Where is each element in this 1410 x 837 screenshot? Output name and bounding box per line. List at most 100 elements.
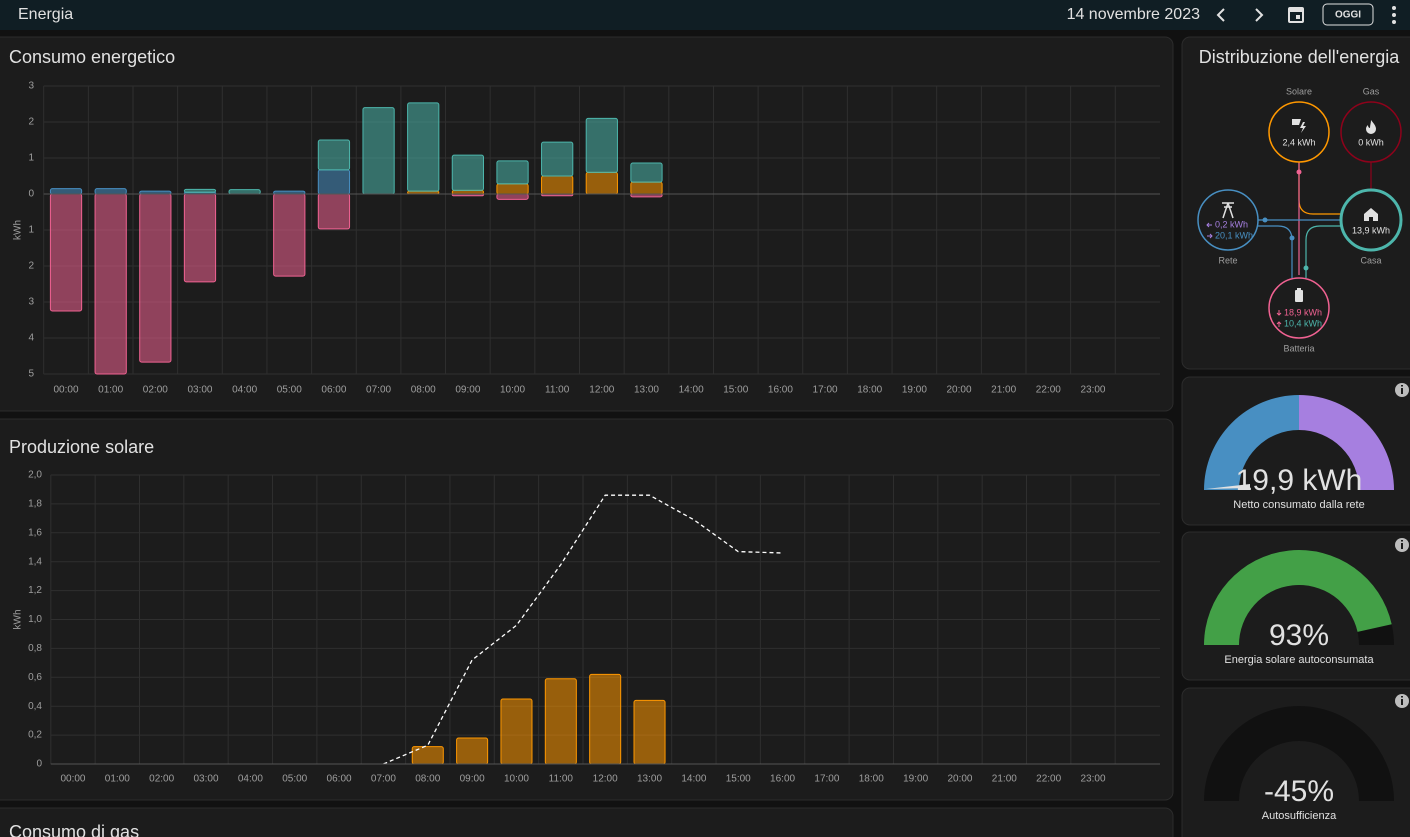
x-tick-label: 22:00	[1036, 385, 1061, 396]
x-tick-label: 12:00	[589, 385, 614, 396]
y-tick-label: 0,4	[28, 701, 42, 712]
node-name: Casa	[1360, 255, 1381, 265]
x-tick-label: 06:00	[327, 774, 352, 785]
x-tick-label: 17:00	[813, 385, 838, 396]
x-tick-label: 20:00	[947, 774, 972, 785]
node-value: 0 kWh	[1358, 137, 1384, 147]
bar	[541, 175, 574, 195]
x-tick-label: 13:00	[634, 385, 659, 396]
y-tick-label: 2,0	[28, 470, 42, 481]
node-value: 10,4 kWh	[1284, 318, 1322, 328]
bar	[496, 193, 529, 200]
y-tick-label: 1	[28, 153, 34, 164]
x-tick-label: 23:00	[1080, 385, 1105, 396]
node-name: Solare	[1286, 86, 1312, 96]
bar	[500, 698, 533, 765]
x-tick-label: 05:00	[277, 385, 302, 396]
y-tick-label: 0	[36, 759, 42, 770]
x-tick-label: 16:00	[768, 385, 793, 396]
bar	[451, 154, 485, 191]
bar	[407, 102, 440, 192]
x-tick-label: 02:00	[143, 385, 168, 396]
arrows	[1206, 222, 1213, 239]
card-title: Distribuzione dell'energia	[1199, 47, 1401, 67]
x-tick-label: 19:00	[902, 385, 927, 396]
flows	[1258, 162, 1372, 278]
bar	[49, 193, 83, 312]
x-tick-label: 02:00	[149, 774, 174, 785]
y-tick-label: 2	[28, 261, 34, 272]
gauge-name: Netto consumato dalla rete	[1233, 499, 1364, 511]
x-tick-label: 10:00	[504, 774, 529, 785]
card-title: Consumo di gas	[9, 822, 139, 837]
today-button[interactable]	[1322, 3, 1374, 26]
bar	[228, 189, 261, 195]
y-tick-label: 0,8	[28, 643, 42, 654]
y-tick-label: 2	[28, 117, 34, 128]
y-tick-label: 1,0	[28, 614, 42, 625]
x-tick-label: 01:00	[105, 774, 130, 785]
bar	[139, 193, 172, 363]
bar	[496, 183, 529, 195]
bar	[456, 737, 489, 765]
y-tick-label: 1,2	[28, 585, 42, 596]
x-tick-label: 11:00	[549, 774, 574, 785]
y-tick-label: 1,8	[28, 499, 42, 510]
node-name: Batteria	[1283, 343, 1314, 353]
bar	[589, 673, 622, 765]
y-tick-label: 5	[28, 369, 34, 380]
x-tick-label: 19:00	[903, 774, 928, 785]
x-tick-label: 10:00	[500, 385, 525, 396]
x-tick-label: 18:00	[857, 385, 882, 396]
x-tick-label: 12:00	[593, 774, 618, 785]
y-tick-label: 1,4	[28, 556, 42, 567]
chart-title: Produzione solare	[9, 437, 154, 457]
gauge-track	[1204, 705, 1394, 801]
arrows	[1276, 310, 1282, 327]
x-tick-label: 15:00	[723, 385, 748, 396]
y-tick-label: 4	[28, 333, 34, 344]
x-tick-label: 05:00	[282, 774, 307, 785]
today-label: OGGI	[1335, 10, 1361, 21]
bar	[585, 171, 618, 195]
menu-button[interactable]	[1392, 6, 1396, 24]
y-axis-label: kWh	[13, 610, 24, 630]
chart-title: Consumo energetico	[9, 47, 175, 67]
gauge-value: -45%	[1264, 775, 1334, 808]
x-tick-label: 00:00	[60, 774, 85, 785]
next-button[interactable]	[1255, 8, 1264, 22]
gauge-needle	[1206, 484, 1250, 489]
top-bar	[0, 0, 1410, 30]
gauge-arc	[1204, 395, 1299, 490]
node-value: 20,1 kWh	[1215, 230, 1253, 240]
bar	[183, 193, 217, 283]
calendar-button[interactable]	[1288, 7, 1304, 23]
prev-button[interactable]	[1216, 8, 1225, 22]
x-tick-label: 21:00	[992, 774, 1017, 785]
bar	[94, 193, 127, 375]
date: 14 novembre 2023	[1067, 6, 1201, 23]
gauge-value: 19,9 kWh	[1236, 464, 1363, 497]
x-tick-label: 04:00	[232, 385, 257, 396]
x-tick-label: 00:00	[54, 385, 79, 396]
y-tick-label: 0,2	[28, 730, 42, 741]
y-tick-label: 0	[28, 189, 34, 200]
node-value: 0,2 kWh	[1215, 219, 1248, 229]
node-value: 13,9 kWh	[1352, 225, 1390, 235]
page-title: Energia	[18, 6, 73, 23]
x-tick-label: 18:00	[859, 774, 884, 785]
bar	[451, 189, 485, 195]
gauge-arc	[1299, 395, 1394, 490]
bar	[496, 160, 529, 185]
x-tick-label: 14:00	[681, 774, 706, 785]
bar	[273, 193, 306, 277]
x-tick-label: 08:00	[411, 385, 436, 396]
gauge-name: Autosufficienza	[1262, 810, 1337, 822]
x-tick-label: 09:00	[455, 385, 480, 396]
y-tick-label: 1,6	[28, 527, 42, 538]
gauge-name: Energia solare autoconsumata	[1224, 654, 1374, 666]
bar	[633, 699, 666, 765]
bar	[49, 188, 83, 195]
icons	[1222, 119, 1378, 302]
